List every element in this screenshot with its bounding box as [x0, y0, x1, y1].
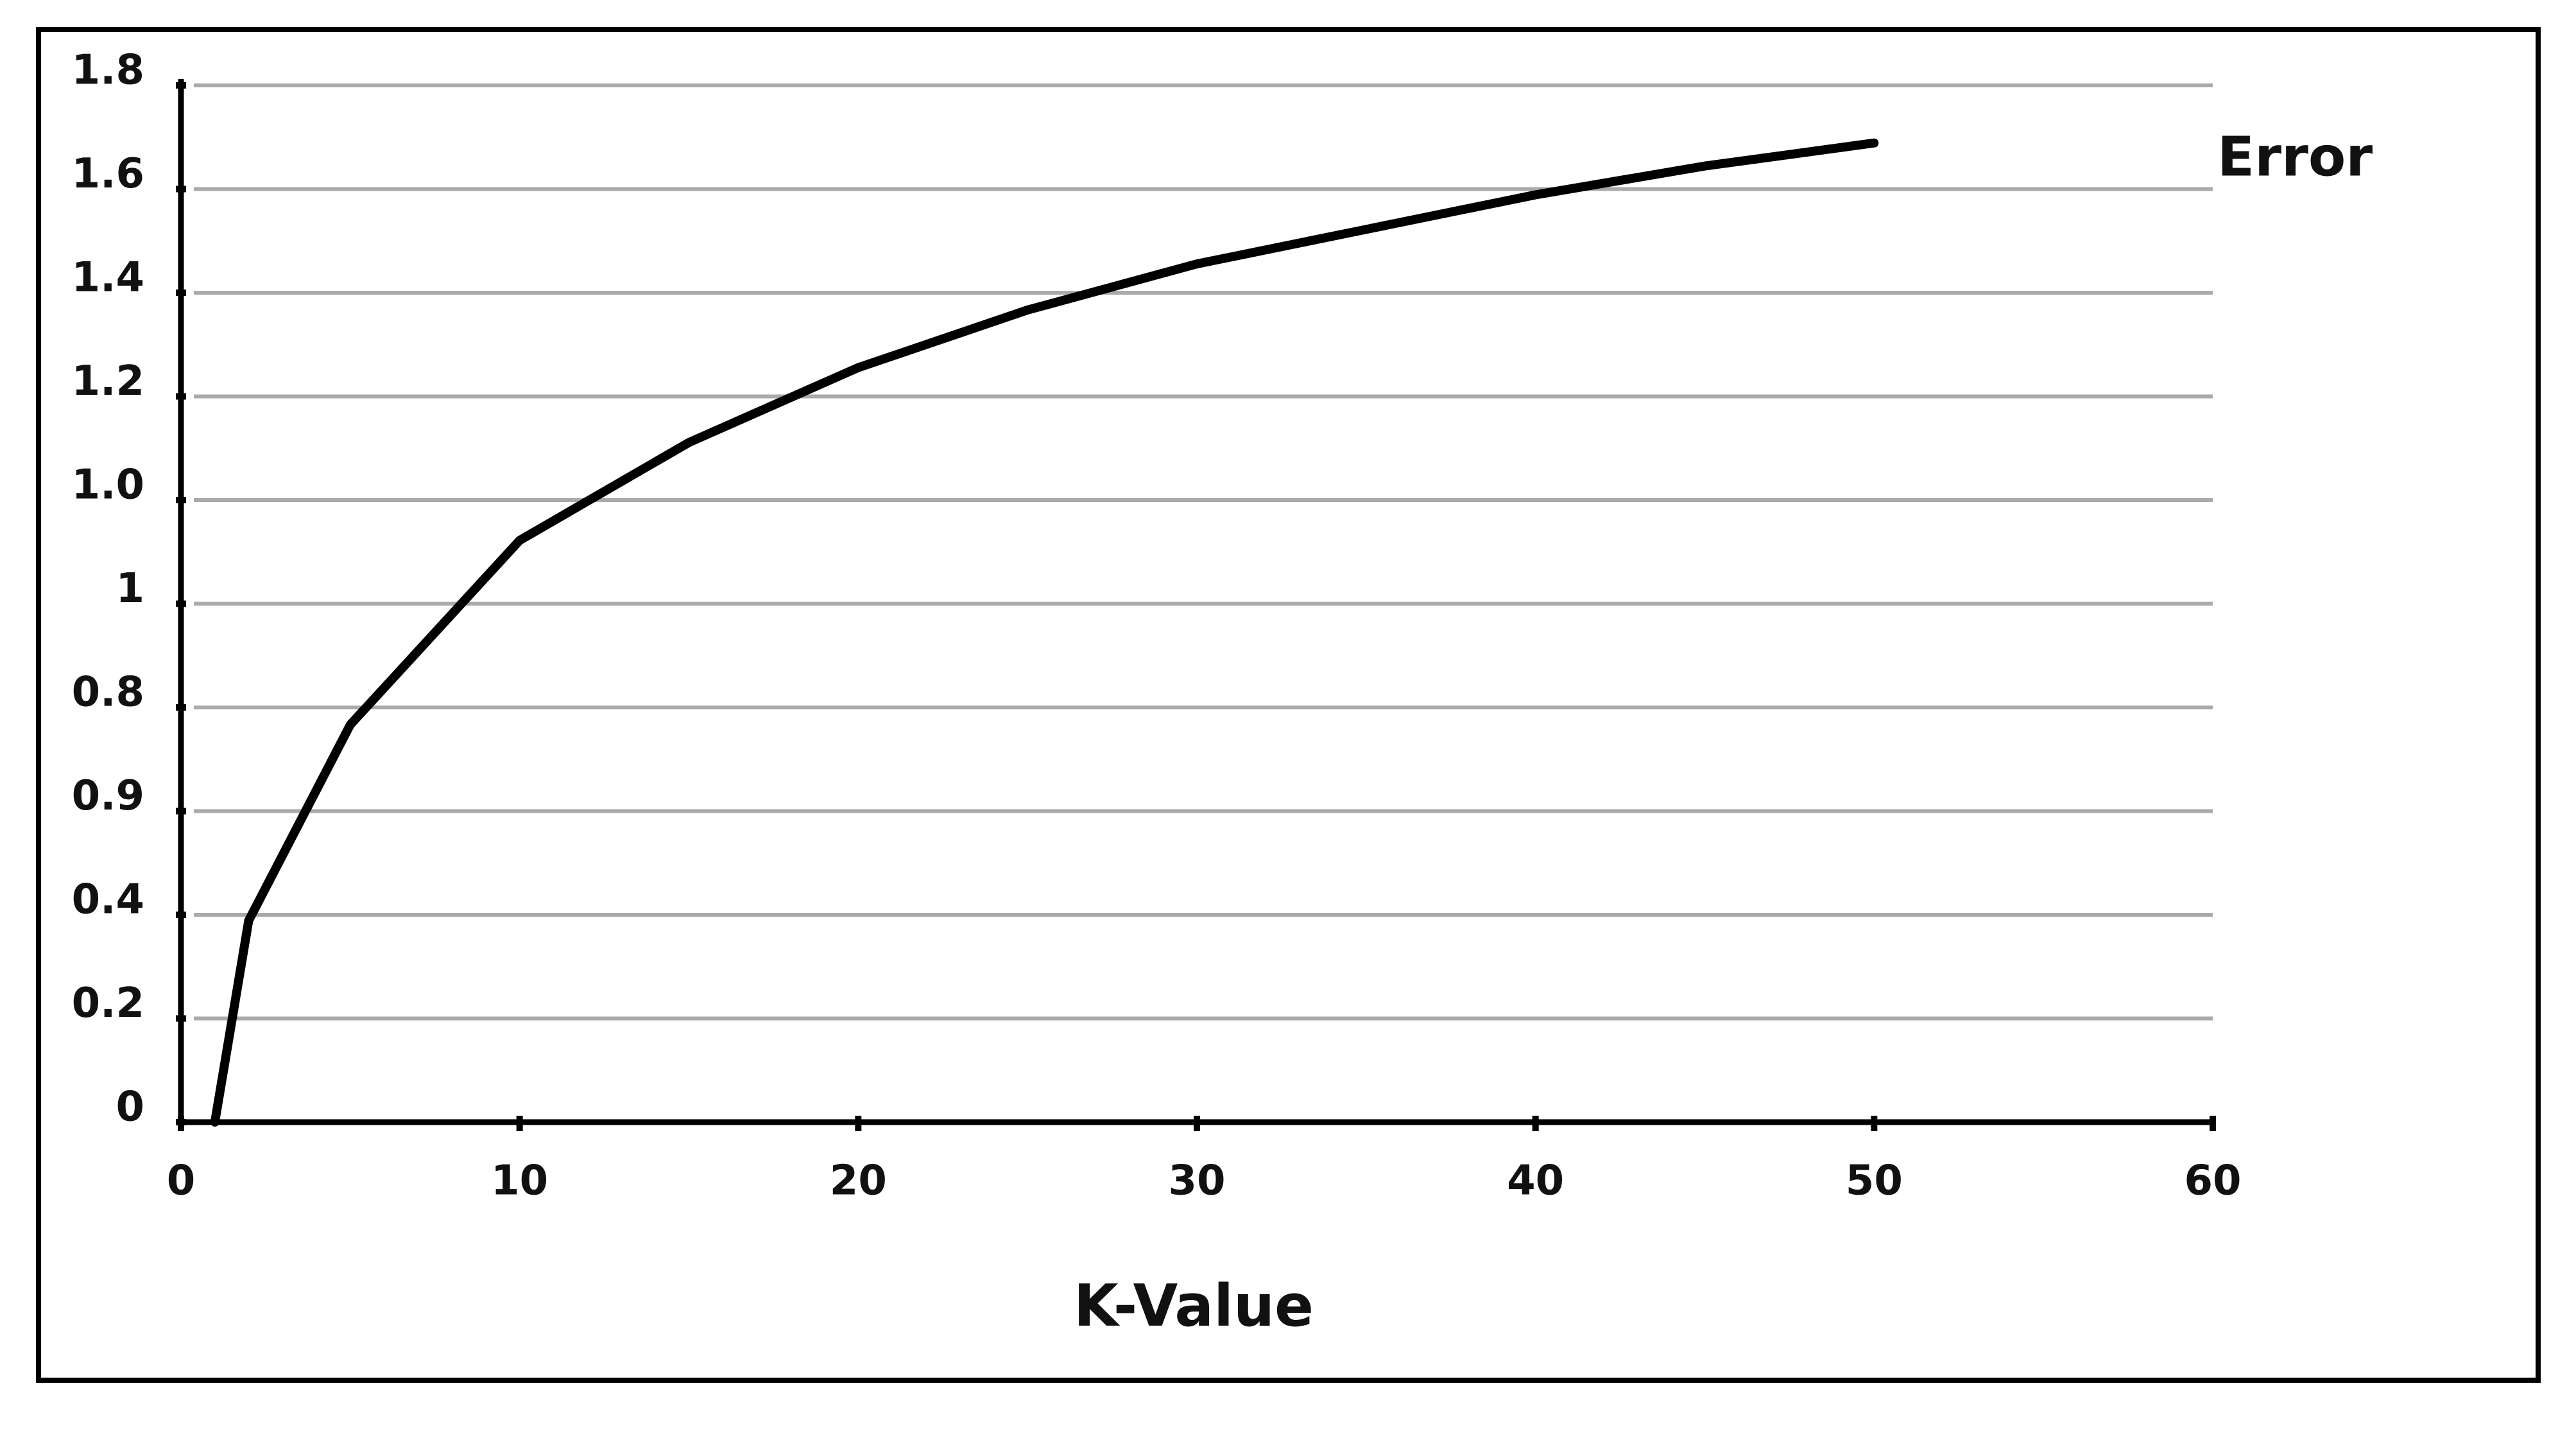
y-tick-label: 1 — [116, 565, 144, 612]
x-tick-label: 60 — [2184, 1157, 2241, 1205]
x-axis-label: K-Value — [1074, 1272, 1314, 1340]
y-tick-label: 1.0 — [72, 462, 144, 509]
y-tick-label: 0.9 — [72, 772, 144, 820]
y-tick-label: 0 — [116, 1084, 144, 1131]
legend-label: Error — [2217, 125, 2373, 189]
y-tick-label: 0.2 — [72, 980, 144, 1027]
y-tick-label: 1.2 — [72, 358, 144, 405]
x-tick-label: 50 — [1846, 1157, 1903, 1205]
x-tick-label: 20 — [830, 1157, 887, 1205]
x-tick-label: 0 — [167, 1157, 196, 1205]
x-tick-label: 30 — [1168, 1157, 1225, 1205]
x-tick-label: 40 — [1507, 1157, 1564, 1205]
chart-frame — [36, 27, 2541, 1383]
y-tick-label: 0.8 — [72, 669, 144, 716]
data-line — [210, 138, 1879, 1127]
y-tick-label: 1.8 — [72, 47, 144, 94]
x-tick-label: 10 — [491, 1157, 548, 1205]
y-tick-label: 1.6 — [72, 150, 144, 198]
y-tick-label: 0.4 — [72, 876, 144, 924]
y-tick-label: 1.4 — [72, 254, 144, 302]
